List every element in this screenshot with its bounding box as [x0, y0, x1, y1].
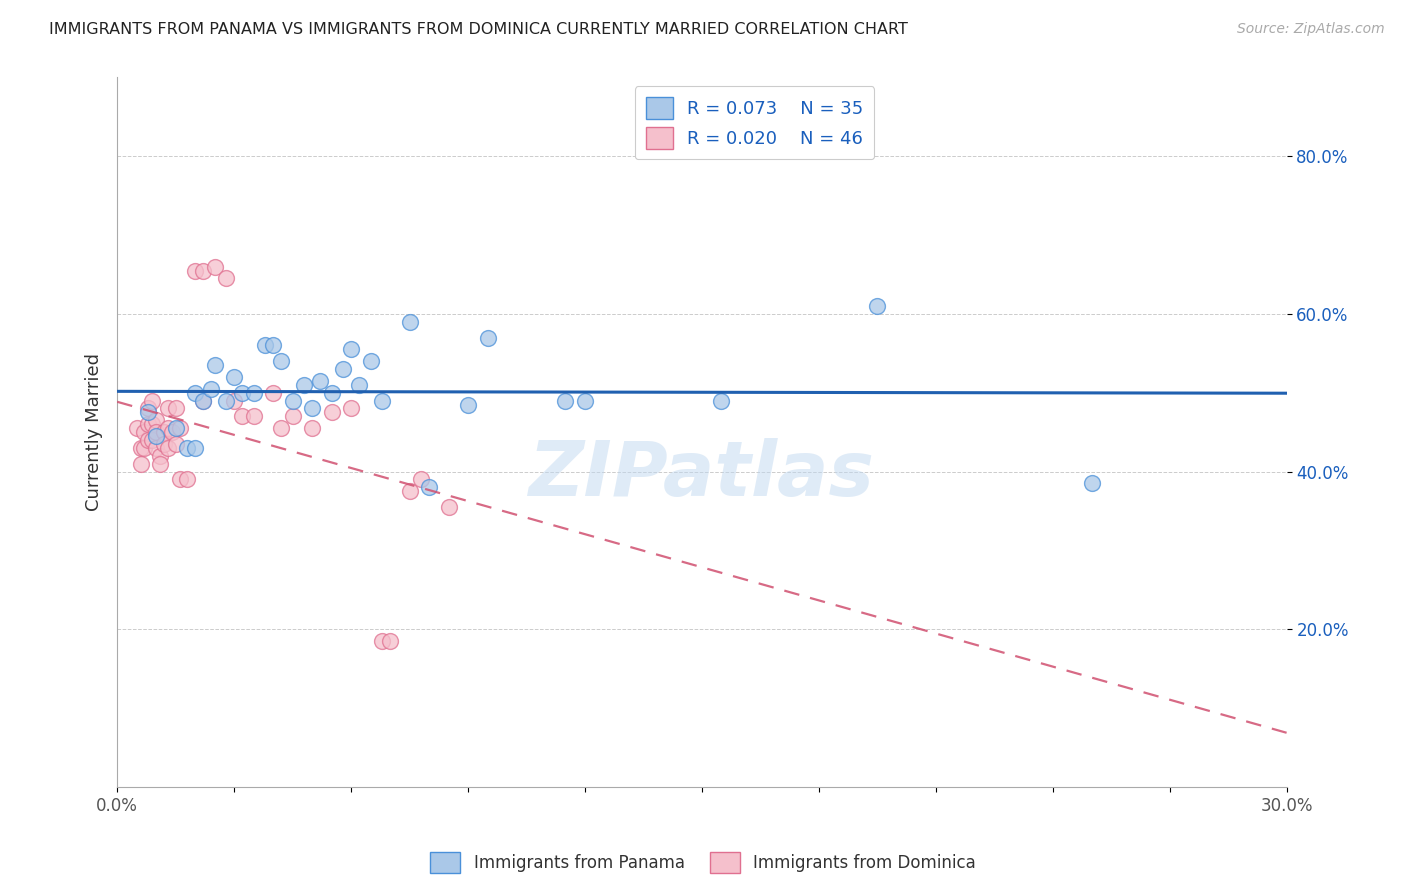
Point [242, 409, 264, 424]
Point [231, 385, 253, 400]
Point [301, 421, 323, 435]
Point [134, 441, 156, 455]
Legend: Immigrants from Panama, Immigrants from Dominica: Immigrants from Panama, Immigrants from … [423, 846, 983, 880]
Point [138, 417, 160, 432]
Point [184, 385, 207, 400]
Legend: R = 0.073    N = 35, R = 0.020    N = 46: R = 0.073 N = 35, R = 0.020 N = 46 [634, 87, 875, 160]
Point [176, 441, 198, 455]
Point [309, 374, 332, 388]
Point [398, 315, 420, 329]
Point [169, 421, 191, 435]
Point [574, 393, 596, 408]
Point [153, 437, 176, 451]
Point [191, 393, 214, 408]
Point [165, 421, 187, 435]
Point [145, 441, 167, 455]
Point [145, 413, 167, 427]
Point [129, 441, 152, 455]
Point [437, 500, 460, 514]
Point [270, 421, 292, 435]
Point [215, 271, 238, 285]
Text: Source: ZipAtlas.com: Source: ZipAtlas.com [1237, 22, 1385, 37]
Point [347, 377, 370, 392]
Point [242, 385, 264, 400]
Point [156, 401, 179, 416]
Point [321, 385, 343, 400]
Point [149, 449, 172, 463]
Point [378, 634, 401, 648]
Text: IMMIGRANTS FROM PANAMA VS IMMIGRANTS FROM DOMINICA CURRENTLY MARRIED CORRELATION: IMMIGRANTS FROM PANAMA VS IMMIGRANTS FRO… [49, 22, 908, 37]
Point [141, 433, 163, 447]
Point [138, 405, 160, 419]
Point [301, 401, 323, 416]
Point [184, 441, 207, 455]
Point [340, 343, 363, 357]
Point [554, 393, 576, 408]
Point [398, 484, 420, 499]
Point [340, 401, 363, 416]
Point [134, 425, 156, 439]
Point [165, 401, 187, 416]
Point [332, 362, 354, 376]
Point [204, 260, 226, 274]
Point [215, 393, 238, 408]
Point [176, 472, 198, 486]
Point [321, 405, 343, 419]
Point [156, 421, 179, 435]
Point [418, 480, 440, 494]
Point [138, 433, 160, 447]
Point [710, 393, 733, 408]
Point [160, 425, 183, 439]
Point [200, 382, 222, 396]
Point [1080, 476, 1102, 491]
Point [145, 425, 167, 439]
Point [224, 370, 246, 384]
Point [360, 354, 382, 368]
Point [457, 398, 479, 412]
Point [371, 634, 394, 648]
Point [165, 437, 187, 451]
Point [224, 393, 246, 408]
Point [138, 401, 160, 416]
Point [191, 263, 214, 277]
Point [292, 377, 315, 392]
Point [204, 358, 226, 372]
Point [371, 393, 394, 408]
Point [191, 393, 214, 408]
Point [270, 354, 292, 368]
Point [141, 417, 163, 432]
Point [129, 457, 152, 471]
Point [254, 338, 277, 352]
Point [231, 409, 253, 424]
Point [156, 441, 179, 455]
Point [169, 472, 191, 486]
Point [125, 421, 148, 435]
Point [262, 338, 284, 352]
Point [149, 457, 172, 471]
Point [477, 330, 499, 344]
Point [262, 385, 284, 400]
Point [411, 472, 433, 486]
Point [281, 393, 304, 408]
Point [141, 393, 163, 408]
Point [145, 429, 167, 443]
Point [281, 409, 304, 424]
Y-axis label: Currently Married: Currently Married [86, 353, 103, 511]
Point [153, 425, 176, 439]
Point [866, 299, 889, 313]
Text: ZIPatlas: ZIPatlas [529, 438, 875, 512]
Point [184, 263, 207, 277]
